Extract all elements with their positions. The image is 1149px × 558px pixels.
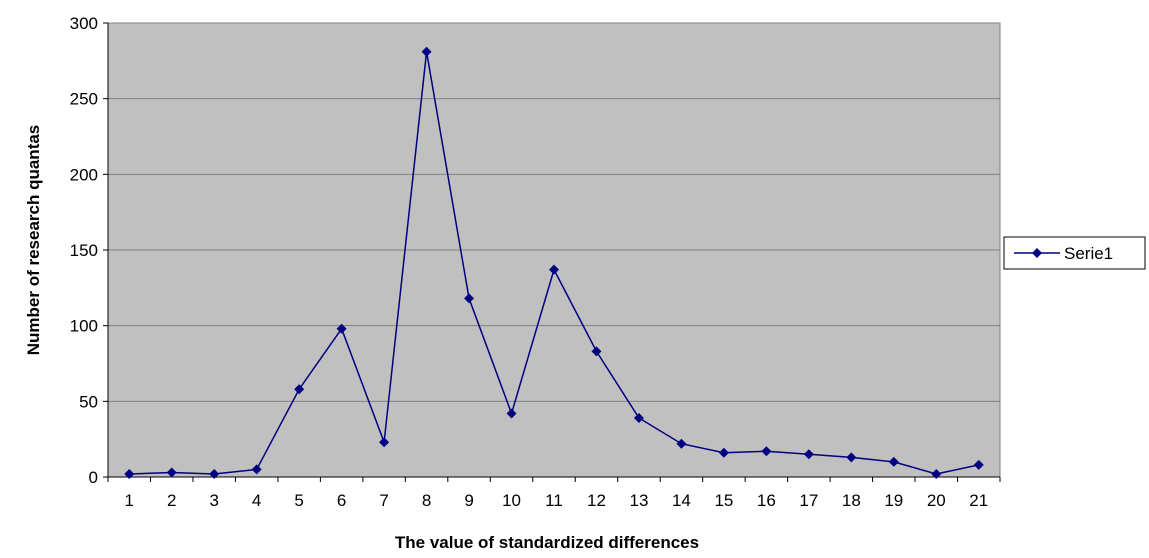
data-point (506, 408, 517, 419)
x-tick-label: 11 (545, 491, 563, 510)
x-axis-tick-labels: 1 2 3 4 5 6 7 8 9 10 11 12 13 14 15 16 17 18 19 20 21 (125, 491, 989, 510)
y-tick-label: 0 (89, 468, 98, 487)
legend-marker-icon (1032, 248, 1042, 258)
data-point (549, 264, 559, 275)
x-tick-label: 20 (927, 491, 946, 510)
data-point (124, 468, 135, 479)
data-point (888, 456, 899, 467)
x-tick-label: 17 (799, 491, 818, 510)
data-point (973, 459, 984, 470)
data-point (633, 412, 644, 423)
data-point (718, 447, 729, 458)
x-tick-label: 15 (714, 491, 733, 510)
x-tick-label: 5 (294, 491, 303, 510)
legend: Serie1 (1003, 236, 1146, 270)
data-point (209, 468, 220, 479)
gridlines (108, 22, 1000, 402)
y-tick-label: 50 (79, 392, 98, 411)
x-tick-label: 10 (502, 491, 521, 510)
x-tick-label: 13 (629, 491, 648, 510)
x-tick-label: 16 (757, 491, 776, 510)
x-tick-label: 21 (969, 491, 988, 510)
x-tick-label: 12 (587, 491, 606, 510)
x-axis-title: The value of standardized differences (395, 533, 699, 552)
series-group (124, 46, 984, 479)
data-point (251, 464, 262, 475)
axes (103, 22, 1001, 482)
x-tick-label: 7 (379, 491, 388, 510)
x-tick-label: 3 (209, 491, 218, 510)
data-point (803, 449, 814, 460)
data-point (761, 446, 772, 457)
data-point (336, 323, 347, 334)
x-tick-label: 2 (167, 491, 176, 510)
y-tick-label: 250 (70, 90, 98, 109)
data-point (464, 293, 475, 304)
data-point (846, 452, 857, 463)
y-tick-label: 200 (70, 165, 98, 184)
x-tick-label: 8 (422, 491, 431, 510)
y-axis-title: Number of research quantas (24, 125, 43, 356)
data-point (931, 468, 942, 479)
x-tick-label: 9 (464, 491, 473, 510)
data-point (379, 437, 390, 448)
x-tick-label: 14 (672, 491, 691, 510)
x-tick-label: 6 (337, 491, 346, 510)
data-point (166, 467, 177, 478)
y-tick-label: 300 (70, 14, 98, 33)
y-axis-tick-labels: 0 50 100 150 200 250 300 (70, 14, 98, 487)
x-tick-label: 1 (125, 491, 134, 510)
legend-label-serie1: Serie1 (1064, 244, 1113, 263)
data-point (294, 384, 305, 395)
x-tick-label: 4 (252, 491, 261, 510)
data-point (676, 438, 687, 449)
data-point (591, 346, 602, 357)
x-tick-label: 19 (884, 491, 903, 510)
y-tick-label: 100 (70, 317, 98, 336)
y-tick-label: 150 (70, 241, 98, 260)
x-tick-label: 18 (842, 491, 861, 510)
data-point (421, 46, 432, 57)
